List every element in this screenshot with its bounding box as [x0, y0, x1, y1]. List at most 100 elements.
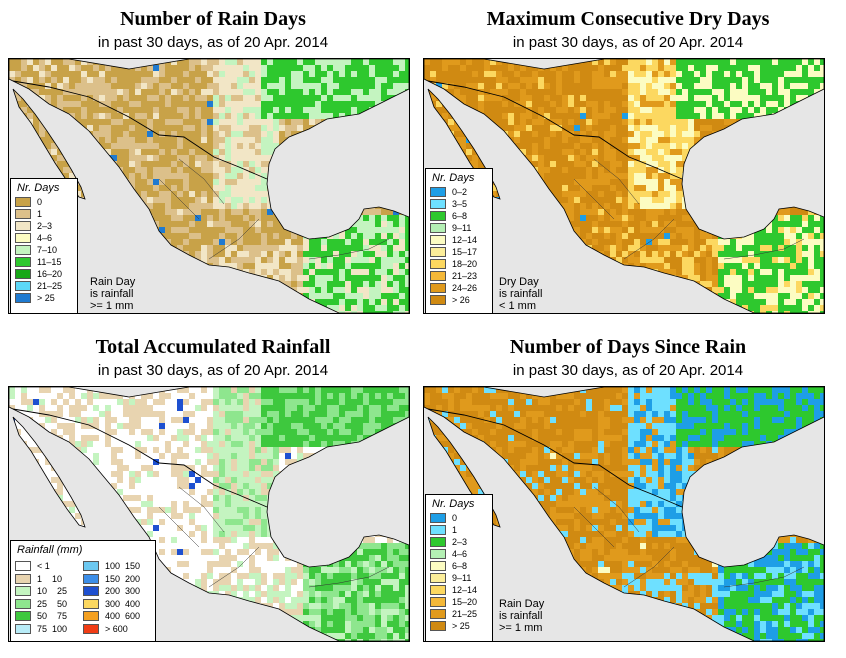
legend-swatch [430, 609, 446, 619]
legend-swatch [83, 598, 99, 609]
legend-swatch [430, 187, 446, 197]
legend-swatch [15, 586, 31, 596]
note-line: is rainfall [499, 610, 543, 622]
legend-label: 25 50 [37, 598, 68, 609]
legend-label: > 25 [452, 621, 470, 631]
legend-swatch [15, 221, 31, 231]
legend-label: 7–10 [37, 245, 58, 255]
legend-label: 21–23 [452, 271, 478, 281]
legend-label: 50 75 [37, 611, 68, 621]
legend-note: Rain Day is rainfall >= 1 mm [90, 276, 135, 312]
legend-swatch [430, 621, 446, 631]
legend-label: 200 300 [105, 586, 141, 596]
legend-label: 0 [37, 197, 43, 207]
legend-swatch [430, 585, 446, 595]
legend-note: Rain Day is rainfall >= 1 mm [499, 598, 544, 634]
legend-swatch [430, 259, 446, 269]
legend-swatch [430, 513, 446, 523]
legend-label: 21–25 [452, 609, 478, 619]
legend-label: 1 10 [37, 573, 63, 584]
panel-total-rainfall: Total Accumulated Rainfall in past 30 da… [8, 328, 418, 642]
legend-label: 100 150 [105, 561, 141, 571]
panel-days-since-rain: Number of Days Since Rain in past 30 day… [423, 328, 833, 642]
legend-label: 11–15 [37, 257, 62, 267]
legend-swatch [430, 211, 446, 221]
legend-label: 300 400 [105, 598, 141, 609]
legend-swatch [430, 597, 446, 607]
legend-label: 6–8 [452, 211, 468, 221]
legend-label: 12–14 [452, 585, 478, 595]
legend-label: 4–6 [452, 549, 468, 559]
legend-label: 10 25 [37, 586, 68, 596]
legend-swatch [15, 561, 31, 571]
legend-swatch [15, 623, 31, 634]
panel-subtitle: in past 30 days, as of 20 Apr. 2014 [97, 362, 329, 379]
legend-label: 24–26 [452, 283, 478, 293]
legend-label: < 1 [37, 561, 50, 571]
state-borders [573, 486, 805, 588]
legend-swatch [430, 537, 446, 547]
note-line: Dry Day [499, 276, 539, 288]
baja-coastline [427, 416, 501, 528]
panel-title: Total Accumulated Rainfall [95, 336, 331, 358]
coastline [424, 59, 824, 313]
legend-swatch [15, 233, 31, 243]
legend-label: 3–5 [452, 199, 468, 209]
legend-label: 12–14 [452, 235, 478, 245]
coastline [9, 59, 409, 313]
us-mexico-border [12, 408, 268, 508]
coastline [424, 387, 824, 641]
legend-max-dry-days: Nr. Days 0–2 3–5 6–8 9–11 12–14 15–17 18–20 21–… [425, 168, 493, 314]
legend-days-since-rain: Nr. Days 0 1 2–3 4–6 6–8 9–11 12–14 15–20 21–25 >… [425, 494, 493, 642]
legend-swatch [83, 623, 99, 634]
panel-subtitle: in past 30 days, as of 20 Apr. 2014 [512, 34, 744, 51]
note-line: Rain Day [90, 276, 136, 288]
legend-swatch [430, 549, 446, 559]
note-line: >= 1 mm [90, 300, 134, 312]
panel-title: Number of Days Since Rain [509, 336, 747, 358]
legend-swatch [83, 561, 99, 571]
legend-label: 16–20 [37, 269, 63, 279]
legend-swatch [15, 209, 31, 219]
map-total-rainfall [8, 386, 410, 642]
legend-label: 21–25 [37, 281, 63, 291]
legend-label: 18–20 [452, 259, 478, 269]
legend-swatch [15, 598, 31, 609]
legend-label: > 25 [37, 293, 55, 303]
legend-swatch [430, 561, 446, 571]
legend-label: 2–3 [452, 537, 468, 547]
legend-label: > 600 [105, 623, 128, 634]
legend-swatch [15, 281, 31, 291]
legend-swatch [83, 586, 99, 596]
legend-label: 9–11 [452, 223, 472, 233]
legend-label: 15–20 [452, 597, 478, 607]
panel-subtitle: in past 30 days, as of 20 Apr. 2014 [512, 362, 744, 379]
us-mexico-border [427, 408, 683, 508]
legend-swatch [430, 573, 446, 583]
note-line: is rainfall [90, 288, 134, 300]
state-borders [573, 158, 805, 260]
legend-total-rainfall: Rainfall (mm) < 1 1 10 10 25 25 50 50 75 75 1… [10, 540, 156, 642]
legend-title: Nr. Days [432, 498, 475, 510]
legend-swatch [15, 573, 31, 584]
baja-coastline [12, 416, 86, 528]
panel-max-dry-days: Maximum Consecutive Dry Days in past 30 … [423, 0, 833, 314]
legend-swatch [83, 611, 99, 621]
panel-title: Maximum Consecutive Dry Days [486, 8, 770, 30]
state-borders [158, 486, 390, 588]
legend-swatch [15, 293, 31, 303]
legend-label: 9–11 [452, 573, 472, 583]
legend-title: Nr. Days [17, 182, 60, 194]
legend-swatch [430, 223, 446, 233]
note-line: Rain Day [499, 598, 545, 610]
legend-label: 0 [452, 513, 458, 523]
legend-swatch [430, 295, 446, 305]
panel-title: Number of Rain Days [120, 8, 306, 30]
legend-swatch [83, 573, 99, 584]
legend-label: 15–17 [452, 247, 478, 257]
legend-swatch [15, 257, 31, 267]
legend-swatch [15, 197, 31, 207]
note-line: >= 1 mm [499, 622, 543, 634]
baja-coastline [427, 88, 501, 200]
legend-label: 75 100 [37, 623, 68, 634]
